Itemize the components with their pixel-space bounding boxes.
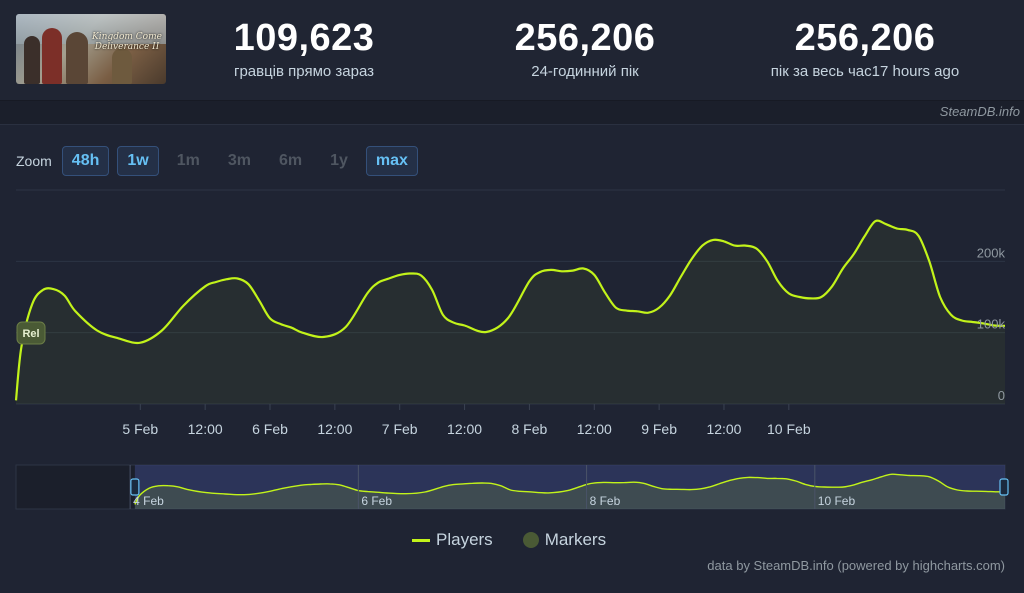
x-tick-label: 12:00: [317, 421, 352, 437]
steamdb-credit-top[interactable]: SteamDB.info: [939, 104, 1020, 119]
x-tick-label: 10 Feb: [767, 421, 811, 437]
x-axis-ticks: 5 Feb 12:00 6 Feb 12:00 7 Feb 12:00 8 Feb 12:00…: [122, 404, 811, 437]
stat-label: гравців прямо зараз: [233, 63, 375, 80]
thumbnail-sky: [16, 14, 166, 44]
y-tick-label: 100k: [977, 317, 1006, 332]
highcharts-credit[interactable]: data by SteamDB.info (powered by highcha…: [707, 558, 1005, 573]
legend-item-markers[interactable]: Markers: [503, 530, 606, 550]
x-tick-label: 12:00: [447, 421, 482, 437]
zoom-button-6m[interactable]: 6m: [278, 152, 303, 169]
stat-value: 256,206: [514, 17, 656, 59]
y-tick-label: 200k: [977, 245, 1006, 260]
navigator-selection: [134, 465, 1006, 509]
x-tick-label: 12:00: [188, 421, 223, 437]
legend-label-markers: Markers: [544, 530, 607, 549]
marker-layer: Rel: [16, 321, 46, 345]
x-tick-label: 8 Feb: [512, 421, 548, 437]
line-layer: [14, 219, 1006, 401]
navigator-area: [134, 474, 1005, 509]
thumbnail-figure: [42, 28, 62, 84]
game-logo: Kingdom Come Deliverance II: [92, 32, 162, 52]
zoom-button-1w[interactable]: 1w: [117, 146, 159, 176]
zoom-button-48h[interactable]: 48h: [61, 146, 110, 176]
grid-lines: [16, 189, 1005, 405]
zoom-button-3m[interactable]: 3m: [227, 152, 251, 169]
marker-badge: [16, 321, 46, 345]
x-tick-label: 5 Feb: [122, 421, 158, 437]
legend-line-swatch: [412, 538, 430, 542]
chart-legend: Players Markers: [412, 530, 606, 550]
stat-all-time-peak: 256,206 пік за весь час17 hours ago: [755, 16, 975, 82]
zoom-button-max[interactable]: max: [365, 146, 418, 176]
zoom-controls: Zoom 48h 1w 1m 3m 6m 1y max: [16, 146, 420, 176]
thumbnail-figure: [24, 36, 40, 84]
y-axis-ticks: 0 100k 200k: [977, 245, 1006, 403]
navigator-handle[interactable]: [130, 478, 140, 496]
legend-label-players: Players: [436, 530, 493, 549]
zoom-button-1m[interactable]: 1m: [176, 152, 200, 169]
zoom-label: Zoom: [16, 153, 52, 169]
navigator-date-label: 10 Feb: [818, 494, 856, 508]
x-tick-label: 12:00: [706, 421, 741, 437]
stat-value: 109,623: [233, 17, 375, 59]
players-area: [16, 220, 1005, 404]
x-tick-label: 12:00: [577, 421, 612, 437]
stat-value: 256,206: [794, 17, 936, 59]
navigator-date-label: 6 Feb: [361, 494, 392, 508]
navigator-line: [134, 473, 1006, 505]
navigator-date-label: 8 Feb: [590, 494, 621, 508]
x-tick-label: 6 Feb: [252, 421, 288, 437]
game-thumbnail[interactable]: Kingdom Come Deliverance II: [16, 14, 166, 84]
stat-current-players: 109,623 гравців прямо зараз: [194, 16, 414, 82]
navigator-date-label: 4 Feb: [133, 494, 164, 508]
legend-item-players[interactable]: Players: [412, 530, 493, 550]
x-tick-label: 9 Feb: [641, 421, 677, 437]
thumbnail-figure: [66, 32, 88, 84]
legend-dot-swatch: [522, 532, 539, 548]
navigator-handle[interactable]: [999, 478, 1009, 496]
y-tick-label: 0: [998, 388, 1005, 403]
players-series-line: [14, 219, 1006, 401]
chart-container: [0, 124, 1024, 593]
x-tick-label: 7 Feb: [382, 421, 418, 437]
stat-24h-peak: 256,206 24-годинний пік: [475, 16, 695, 82]
marker-label: Rel: [22, 328, 39, 340]
stat-label: 24-годинний пік: [531, 63, 639, 80]
navigator[interactable]: 4 Feb 6 Feb 8 Feb 10 Feb: [15, 464, 1009, 510]
stat-label: пік за весь час17 hours ago: [770, 63, 960, 80]
area-layer: [16, 220, 1005, 404]
stats-bar: Kingdom Come Deliverance II 109,623 грав…: [0, 0, 1024, 101]
zoom-button-1y[interactable]: 1y: [330, 152, 348, 169]
thumbnail-figure: [112, 48, 132, 84]
